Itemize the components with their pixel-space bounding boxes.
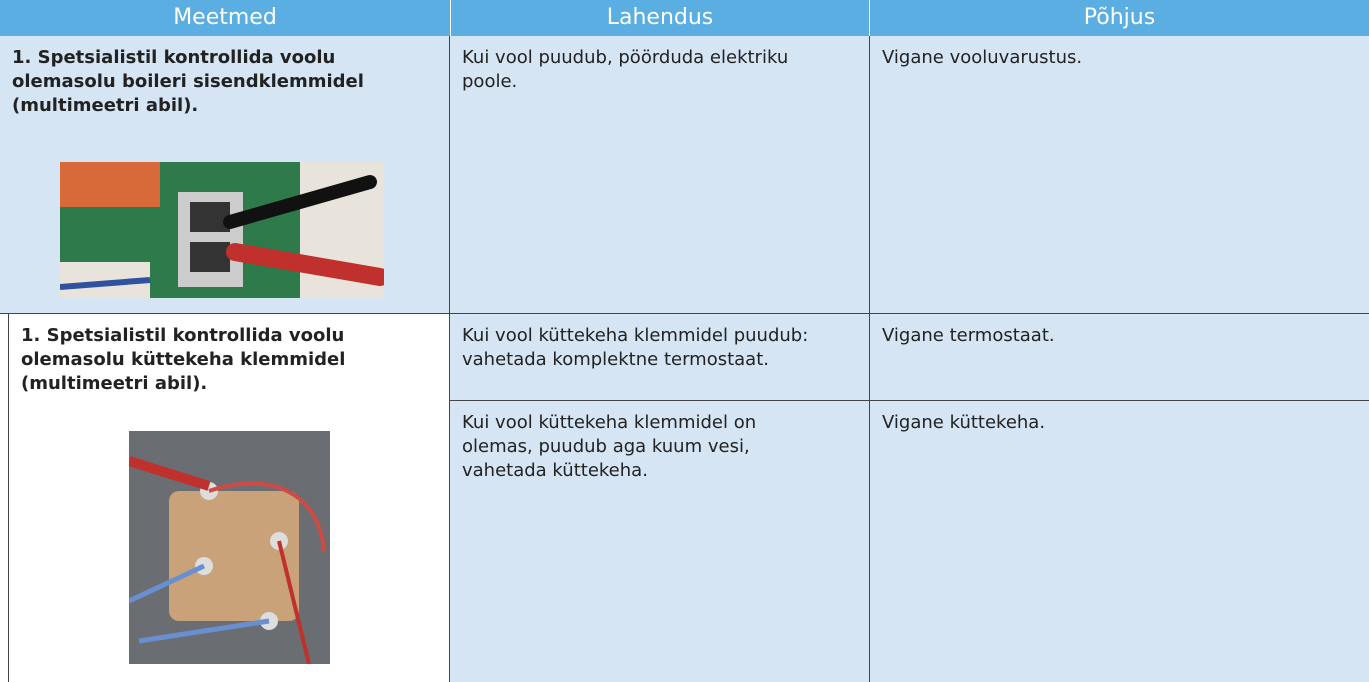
header-cell: Meetmed — [0, 0, 450, 36]
solution-cell: Kui vool küttekeha klemmidel on olemas, … — [450, 401, 870, 682]
cause-cell: Vigane vooluvarustus. — [870, 36, 1369, 314]
cause-cell: Vigane termostaat. — [870, 314, 1369, 401]
photo-multimeter-board — [60, 162, 384, 298]
solution-cell: Kui vool küttekeha klemmidel puudub: vah… — [450, 314, 870, 401]
cause-cell: Vigane küttekeha. — [870, 401, 1369, 682]
header-cell: Lahendus — [450, 0, 870, 36]
solution-cell: Kui vool puudub, pöörduda elektriku pool… — [450, 36, 870, 314]
header-cell: Põhjus — [870, 0, 1369, 36]
photo-heating-element — [129, 431, 330, 664]
